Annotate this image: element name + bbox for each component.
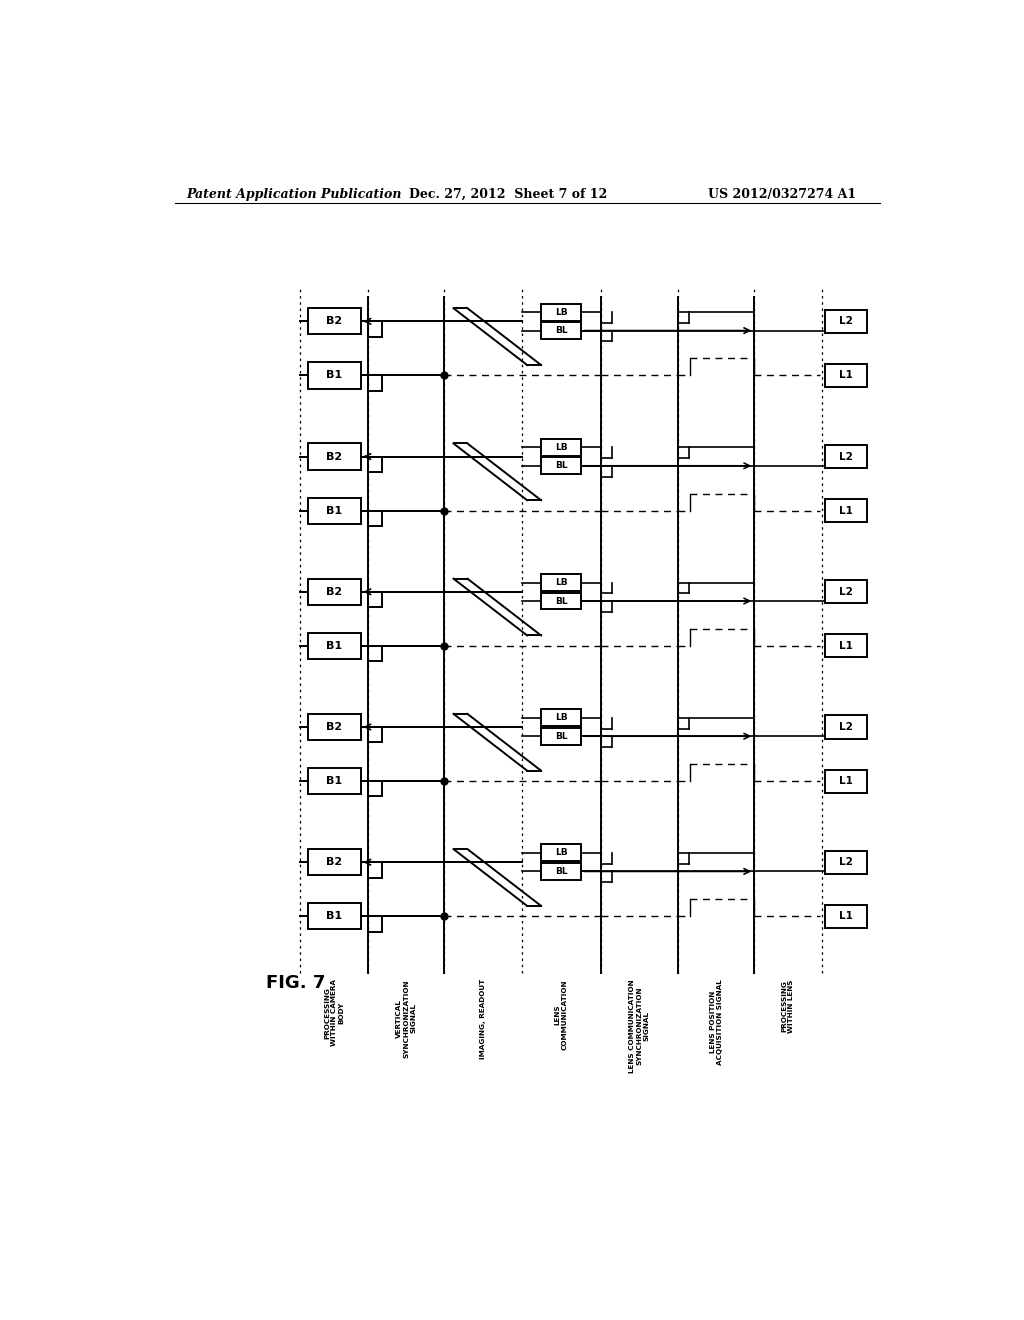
Text: VERTICAL
SYNCHRONIZATION
SIGNAL: VERTICAL SYNCHRONIZATION SIGNAL (396, 979, 416, 1057)
Bar (541, 593, 582, 610)
Bar (541, 457, 582, 474)
Text: B1: B1 (326, 371, 342, 380)
Text: IMAGING, READOUT: IMAGING, READOUT (480, 979, 486, 1060)
Text: L1: L1 (839, 506, 853, 516)
Text: LB: LB (555, 578, 567, 587)
Text: LB: LB (555, 849, 567, 858)
Text: LB: LB (555, 308, 567, 317)
Text: PROCESSING
WITHIN LENS: PROCESSING WITHIN LENS (781, 979, 795, 1032)
Text: BL: BL (555, 326, 567, 335)
Bar (308, 309, 360, 334)
Bar (541, 727, 582, 744)
Text: LENS
COMMUNICATION: LENS COMMUNICATION (555, 979, 567, 1049)
Text: PROCESSING
WITHIN CAMERA
BODY: PROCESSING WITHIN CAMERA BODY (325, 979, 344, 1047)
Text: L1: L1 (839, 776, 853, 785)
Text: LENS POSITION
ACQUISITION SIGNAL: LENS POSITION ACQUISITION SIGNAL (710, 979, 723, 1065)
Bar (541, 322, 582, 339)
Bar (824, 635, 866, 657)
Text: BL: BL (555, 461, 567, 470)
Text: Patent Application Publication: Patent Application Publication (186, 187, 401, 201)
Bar (541, 863, 582, 880)
Bar (541, 845, 582, 862)
Bar (824, 445, 866, 469)
Text: B2: B2 (326, 317, 342, 326)
Bar (308, 444, 360, 470)
Text: BL: BL (555, 597, 567, 606)
Bar (824, 904, 866, 928)
Bar (824, 499, 866, 523)
Bar (308, 362, 360, 388)
Text: L1: L1 (839, 640, 853, 651)
Bar (541, 574, 582, 591)
Bar (308, 849, 360, 875)
Text: B1: B1 (326, 776, 342, 785)
Text: L1: L1 (839, 371, 853, 380)
Bar (308, 498, 360, 524)
Text: LENS COMMUNICATION
SYNCHRONIZATION
SIGNAL: LENS COMMUNICATION SYNCHRONIZATION SIGNA… (630, 979, 649, 1073)
Bar (308, 768, 360, 795)
Text: US 2012/0327274 A1: US 2012/0327274 A1 (709, 187, 856, 201)
Text: LB: LB (555, 442, 567, 451)
Bar (824, 715, 866, 738)
Text: L2: L2 (839, 587, 853, 597)
Bar (824, 310, 866, 333)
Text: BL: BL (555, 731, 567, 741)
Text: B1: B1 (326, 911, 342, 921)
Text: Dec. 27, 2012  Sheet 7 of 12: Dec. 27, 2012 Sheet 7 of 12 (409, 187, 607, 201)
Text: B1: B1 (326, 640, 342, 651)
Text: B2: B2 (326, 857, 342, 867)
Text: L2: L2 (839, 451, 853, 462)
Text: B2: B2 (326, 722, 342, 733)
Bar (541, 304, 582, 321)
Text: B2: B2 (326, 451, 342, 462)
Bar (308, 903, 360, 929)
Bar (824, 770, 866, 792)
Text: FIG. 7: FIG. 7 (266, 974, 326, 991)
Text: L2: L2 (839, 317, 853, 326)
Text: LB: LB (555, 713, 567, 722)
Text: B2: B2 (326, 587, 342, 597)
Bar (308, 714, 360, 741)
Bar (824, 364, 866, 387)
Bar (541, 709, 582, 726)
Bar (541, 438, 582, 455)
Text: L2: L2 (839, 722, 853, 733)
Text: L2: L2 (839, 857, 853, 867)
Bar (824, 850, 866, 874)
Text: L1: L1 (839, 911, 853, 921)
Bar (308, 632, 360, 659)
Bar (824, 581, 866, 603)
Bar (308, 578, 360, 605)
Text: B1: B1 (326, 506, 342, 516)
Text: BL: BL (555, 867, 567, 876)
